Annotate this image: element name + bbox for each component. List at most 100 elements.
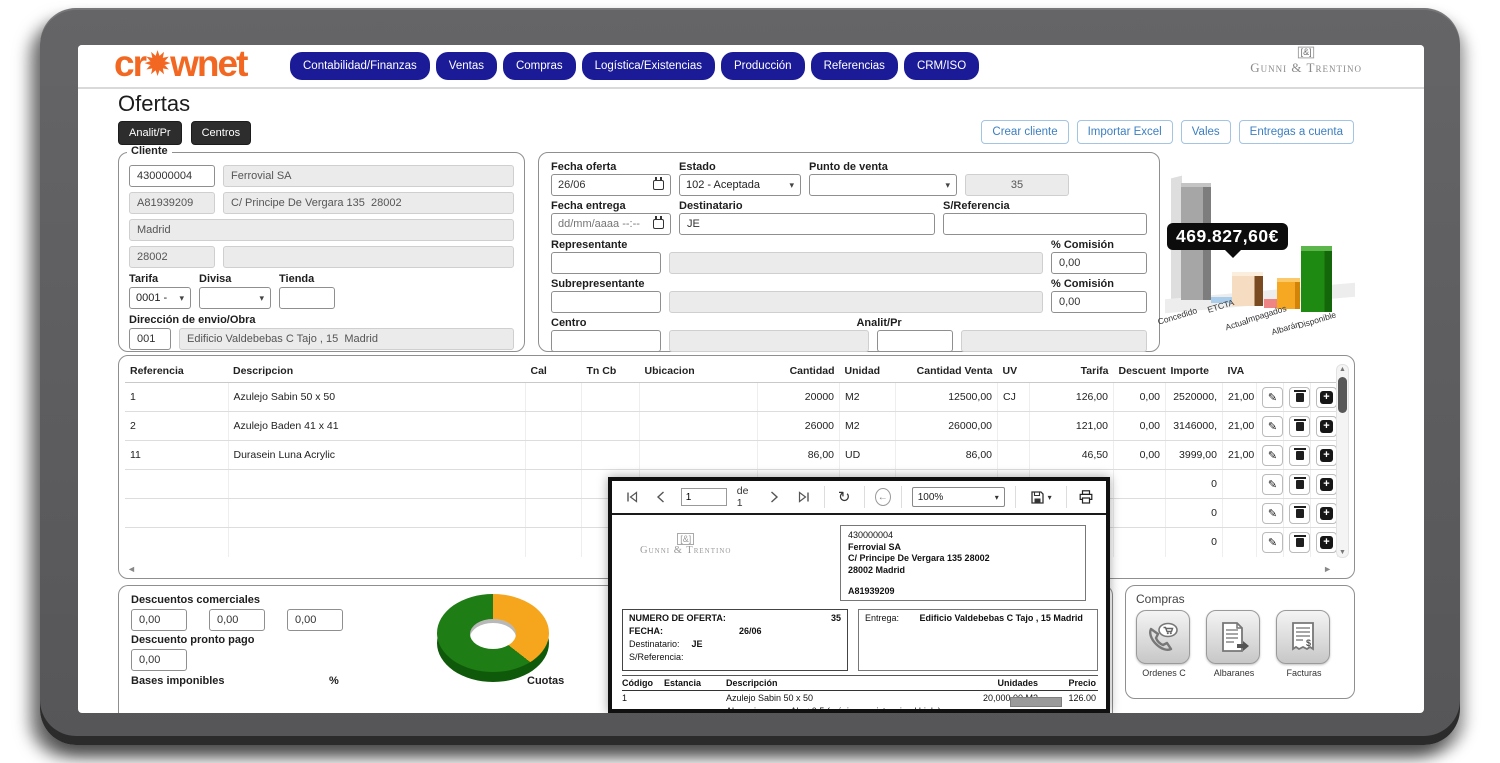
scroll-down-icon[interactable]: ▼ [1339, 549, 1346, 556]
fecha-entrega-label: Fecha entrega [551, 200, 626, 212]
add-row-button[interactable]: + [1316, 444, 1337, 466]
descuento-2-input[interactable] [209, 609, 265, 631]
crear-cliente-button[interactable]: Crear cliente [981, 120, 1069, 144]
destinatario-input[interactable] [679, 213, 935, 235]
nav-tab-ventas[interactable]: Ventas [435, 52, 497, 80]
edit-row-button[interactable]: ✎ [1262, 386, 1283, 408]
edit-row-button[interactable]: ✎ [1262, 473, 1283, 495]
add-row-button[interactable]: + [1316, 502, 1337, 524]
edit-row-button[interactable]: ✎ [1262, 444, 1283, 466]
doc-col-descripcion: Descripción [726, 678, 778, 688]
scroll-right-icon[interactable]: ► [1323, 564, 1332, 574]
calendar-icon[interactable] [653, 177, 664, 190]
last-page-button[interactable] [794, 486, 813, 508]
scroll-up-icon[interactable]: ▲ [1339, 366, 1346, 373]
scroll-left-icon[interactable]: ◄ [127, 564, 136, 574]
app-header: cr✹wnet Contabilidad/Finanzas Ventas Com… [78, 45, 1424, 89]
fecha-entrega-value[interactable] [558, 218, 643, 230]
col-importe: Importe [1165, 360, 1223, 383]
centros-button[interactable]: Centros [190, 121, 252, 145]
estado-select[interactable]: 102 - Aceptada ▾ [679, 174, 801, 196]
save-button[interactable]: ▾ [1026, 486, 1056, 508]
importar-excel-button[interactable]: Importar Excel [1076, 120, 1173, 144]
doc-cliente-nombre: Ferrovial SA [848, 541, 902, 552]
add-row-button[interactable]: + [1316, 386, 1337, 408]
vales-button[interactable]: Vales [1180, 120, 1231, 144]
doc-row-precio: 126.00 [1068, 693, 1096, 703]
delete-row-button[interactable] [1289, 386, 1310, 408]
doc-cliente-dir2: 28002 Madrid [848, 565, 906, 576]
fecha-entrega-input[interactable] [551, 213, 671, 235]
chevron-down-icon: ▾ [945, 179, 950, 190]
next-page-button[interactable] [765, 486, 784, 508]
representante-codigo-input[interactable] [551, 252, 661, 274]
fecha-oferta-input[interactable] [551, 174, 671, 196]
edit-row-button[interactable]: ✎ [1262, 415, 1283, 437]
fecha-oferta-value[interactable] [558, 179, 643, 191]
pencil-icon: ✎ [1267, 420, 1278, 433]
doc-dest-label: Destinatario: [629, 639, 680, 649]
edit-row-button[interactable]: ✎ [1262, 531, 1283, 553]
add-row-button[interactable]: + [1316, 531, 1337, 553]
preview-document: [&] Gunni & Trentino 430000004 Ferrovial… [612, 515, 1106, 709]
cliente-extra-input [223, 246, 514, 268]
delete-row-button[interactable] [1289, 415, 1310, 437]
nav-tab-compras[interactable]: Compras [502, 52, 576, 80]
envio-codigo-input[interactable] [129, 328, 171, 350]
bases-imponibles-label: Bases imponibles [131, 675, 225, 687]
nav-tab-produccion[interactable]: Producción [721, 52, 805, 80]
tienda-input[interactable] [279, 287, 335, 309]
pronto-pago-input[interactable] [131, 649, 187, 671]
cliente-direccion-input [223, 192, 514, 214]
centro-label: Centro [551, 317, 587, 329]
vertical-scrollbar[interactable]: ▲ ▼ [1336, 364, 1349, 558]
col-unidad: Unidad [839, 360, 896, 383]
descuentos-title: Descuentos comerciales [131, 594, 261, 606]
nav-tab-referencias[interactable]: Referencias [810, 52, 898, 80]
first-page-button[interactable] [622, 486, 641, 508]
delete-row-button[interactable] [1289, 444, 1310, 466]
descuento-1-input[interactable] [131, 609, 187, 631]
add-row-button[interactable]: + [1316, 473, 1337, 495]
bar-disponible [1301, 246, 1332, 312]
calendar-icon[interactable] [653, 216, 664, 229]
centro-codigo-input[interactable] [551, 330, 661, 352]
nav-tab-crm-iso[interactable]: CRM/ISO [903, 52, 980, 80]
analit-pr-button[interactable]: Analit/Pr [118, 121, 182, 145]
scrollbar-thumb[interactable] [1338, 377, 1347, 413]
delete-row-button[interactable] [1289, 473, 1310, 495]
refresh-icon[interactable]: ↻ [837, 488, 851, 506]
back-button[interactable]: ← [874, 488, 891, 506]
punto-venta-select[interactable]: ▾ [809, 174, 957, 196]
delete-row-button[interactable] [1289, 531, 1310, 553]
previous-page-button[interactable] [651, 486, 670, 508]
entregas-a-cuenta-button[interactable]: Entregas a cuenta [1238, 120, 1354, 144]
plus-icon: + [1320, 419, 1333, 433]
comision2-input[interactable] [1051, 291, 1147, 313]
ordenes-compra-button[interactable]: Ordenes C [1136, 610, 1192, 678]
analit-pr-input[interactable] [877, 330, 953, 352]
subrepresentante-codigo-input[interactable] [551, 291, 661, 313]
divisa-select[interactable]: ▾ [199, 287, 271, 309]
albaranes-button[interactable]: Albaranes [1206, 610, 1262, 678]
nav-tab-logistica[interactable]: Logística/Existencias [581, 52, 716, 80]
print-button[interactable] [1077, 486, 1096, 508]
s-referencia-input[interactable] [943, 213, 1147, 235]
comision1-input[interactable] [1051, 252, 1147, 274]
nav-tab-contabilidad[interactable]: Contabilidad/Finanzas [290, 52, 430, 80]
analit-pr-nombre-input [961, 330, 1147, 352]
doc-scrollbar-thumb[interactable] [1010, 697, 1062, 707]
page-number-input[interactable] [680, 488, 727, 506]
zoom-select[interactable]: 100% ▾ [911, 487, 1005, 507]
edit-row-button[interactable]: ✎ [1262, 502, 1283, 524]
tarifa-select[interactable]: 0001 - ▾ [129, 287, 191, 309]
cliente-codigo-input[interactable] [129, 165, 215, 187]
plus-icon: + [1320, 390, 1333, 404]
add-row-button[interactable]: + [1316, 415, 1337, 437]
delete-row-button[interactable] [1289, 502, 1310, 524]
pencil-icon: ✎ [1267, 391, 1278, 404]
facturas-button[interactable]: $ Facturas [1276, 610, 1332, 678]
descuento-3-input[interactable] [287, 609, 343, 631]
subrepresentante-nombre-input [669, 291, 1043, 313]
